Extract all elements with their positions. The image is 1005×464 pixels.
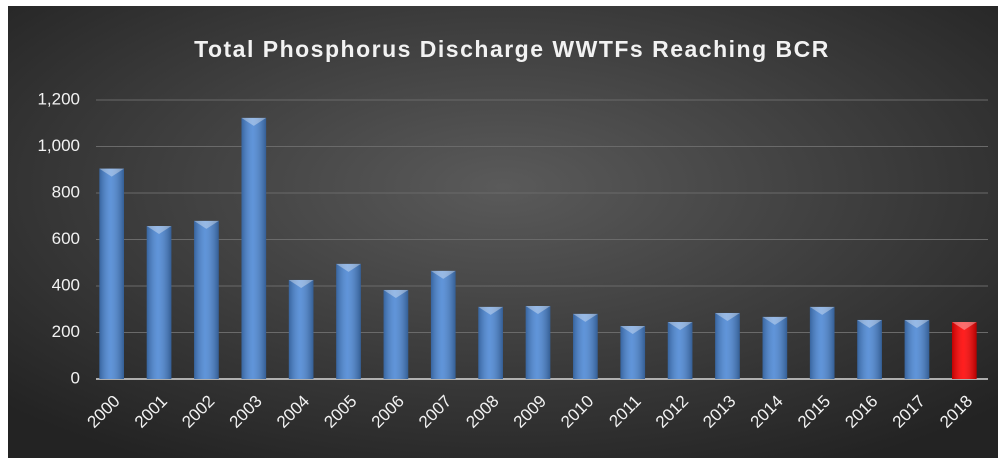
y-tick-label: 600 bbox=[52, 229, 80, 248]
bar-bevel bbox=[430, 270, 456, 279]
bar-bevel bbox=[904, 319, 930, 328]
bar-shade bbox=[146, 226, 172, 379]
bar-shade bbox=[478, 306, 503, 379]
bar-shade bbox=[952, 322, 977, 379]
bar-bevel bbox=[809, 306, 835, 315]
bar-bevel bbox=[478, 306, 503, 315]
bar-bevel bbox=[620, 325, 646, 334]
bar-shade bbox=[762, 316, 788, 379]
bar-bevel bbox=[194, 220, 219, 229]
bar-shade bbox=[667, 322, 693, 379]
bar-bevel bbox=[336, 263, 361, 272]
y-tick-label: 0 bbox=[71, 368, 80, 387]
y-tick-label: 200 bbox=[52, 322, 80, 341]
bar-shade bbox=[904, 319, 930, 379]
bar-shade bbox=[336, 263, 361, 379]
bar-bevel bbox=[667, 322, 693, 331]
bar-bevel bbox=[952, 322, 977, 331]
chart-title: Total Phosphorus Discharge WWTFs Reachin… bbox=[194, 36, 830, 62]
bar-bevel bbox=[288, 279, 314, 288]
bar-shade bbox=[525, 305, 551, 379]
bar-bevel bbox=[715, 312, 740, 321]
bar-bevel bbox=[857, 319, 882, 328]
bar-bevel bbox=[241, 117, 267, 126]
y-tick-label: 1,000 bbox=[37, 136, 80, 155]
bar-bevel bbox=[146, 226, 172, 235]
bar-shade bbox=[194, 220, 219, 379]
bar-bevel bbox=[573, 313, 598, 322]
y-tick-label: 800 bbox=[52, 182, 80, 201]
bar-shade bbox=[288, 279, 314, 379]
bar-shade bbox=[620, 325, 646, 379]
bar-shade bbox=[857, 319, 882, 379]
y-tick-label: 400 bbox=[52, 275, 80, 294]
bar-shade bbox=[99, 168, 124, 379]
bar-bevel bbox=[762, 316, 788, 325]
bar-shade bbox=[809, 306, 835, 379]
bar-bevel bbox=[99, 168, 124, 177]
y-tick-label: 1,200 bbox=[37, 89, 80, 108]
bar-shade bbox=[430, 270, 456, 379]
background bbox=[8, 6, 998, 458]
bar-shade bbox=[573, 313, 598, 379]
bar-shade bbox=[715, 312, 740, 379]
bar-shade bbox=[383, 289, 409, 379]
bar-bevel bbox=[525, 305, 551, 314]
bar-bevel bbox=[383, 289, 409, 298]
bar-shade bbox=[241, 117, 267, 379]
